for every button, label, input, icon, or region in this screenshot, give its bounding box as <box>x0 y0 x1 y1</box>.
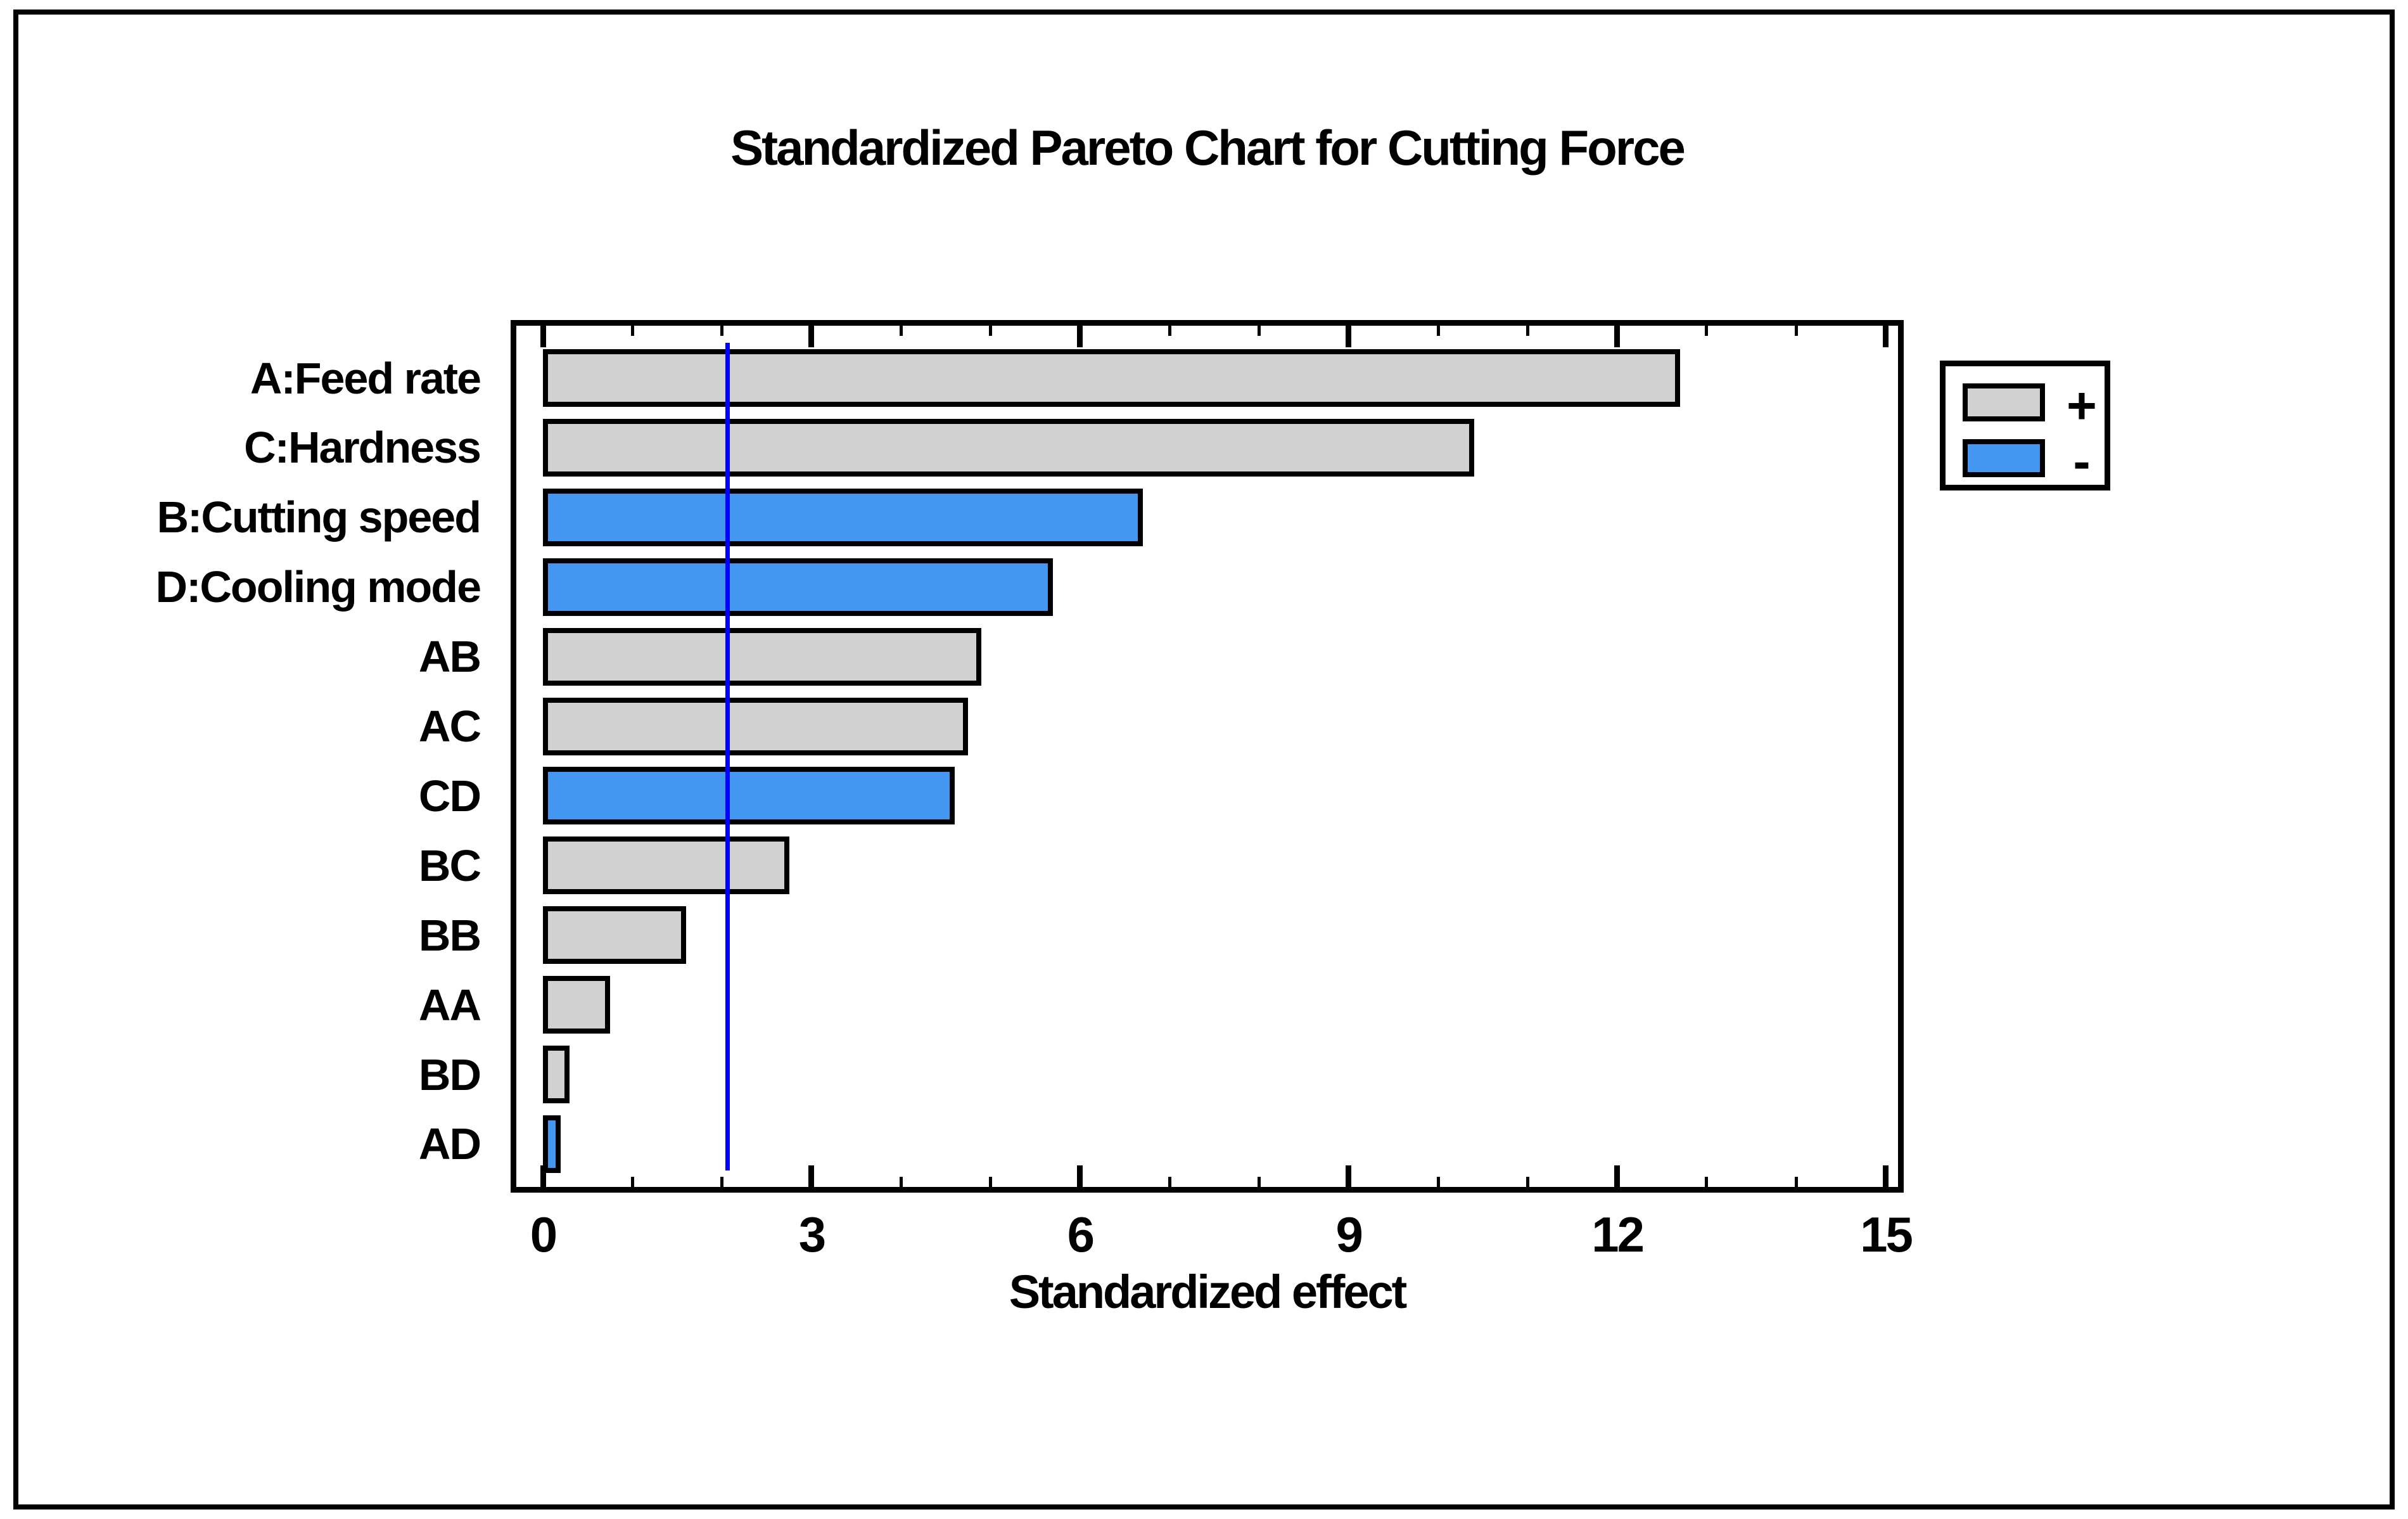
x-tick-top-15 <box>1883 326 1889 347</box>
x-tick-top-8 <box>1257 326 1261 336</box>
category-label-d-cooling-mode: D:Cooling mode <box>155 562 481 612</box>
category-label-b-cutting-speed: B:Cutting speed <box>156 492 481 542</box>
bar-bc <box>543 836 789 895</box>
category-label-c-hardness: C:Hardness <box>244 423 481 473</box>
x-tick-top-5 <box>989 326 992 336</box>
bar-c-hardness <box>543 418 1474 477</box>
x-tick-bottom-15 <box>1883 1165 1889 1187</box>
x-tick-top-14 <box>1794 326 1798 336</box>
x-tick-top-0 <box>540 326 546 347</box>
category-label-bb: BB <box>418 910 481 960</box>
x-tick-top-10 <box>1436 326 1440 336</box>
x-tick-bottom-6 <box>1077 1165 1083 1187</box>
x-tick-label-3: 3 <box>798 1207 826 1262</box>
x-tick-top-12 <box>1614 326 1621 347</box>
bar-aa <box>543 976 610 1034</box>
chart-title: Standardized Pareto Chart for Cutting Fo… <box>730 120 1686 176</box>
bar-bb <box>543 906 687 965</box>
plot-area <box>511 320 1904 1193</box>
bar-cd <box>543 767 955 825</box>
reference-line <box>725 343 730 1170</box>
x-tick-bottom-8 <box>1257 1177 1261 1187</box>
category-label-a-feed-rate: A:Feed rate <box>250 353 481 403</box>
x-tick-bottom-11 <box>1526 1177 1529 1187</box>
category-label-cd: CD <box>418 771 481 821</box>
bar-b-cutting-speed <box>543 488 1143 546</box>
x-tick-top-7 <box>1168 326 1171 336</box>
x-tick-bottom-9 <box>1346 1165 1352 1187</box>
x-tick-bottom-10 <box>1436 1177 1440 1187</box>
x-tick-top-2 <box>720 326 724 336</box>
x-tick-top-11 <box>1526 326 1529 336</box>
bar-d-cooling-mode <box>543 558 1054 616</box>
x-axis-title: Standardized effect <box>1009 1266 1408 1318</box>
category-label-ac: AC <box>418 702 481 751</box>
x-tick-bottom-14 <box>1794 1177 1798 1187</box>
legend-label-positive: + <box>2067 377 2097 435</box>
bar-ab <box>543 627 982 686</box>
x-tick-label-15: 15 <box>1860 1207 1913 1262</box>
x-tick-top-13 <box>1705 326 1709 336</box>
x-tick-top-6 <box>1077 326 1083 347</box>
x-tick-bottom-7 <box>1168 1177 1171 1187</box>
x-tick-label-9: 9 <box>1335 1207 1363 1262</box>
x-tick-bottom-4 <box>899 1177 903 1187</box>
x-tick-bottom-0 <box>540 1165 546 1187</box>
bar-ad <box>543 1115 561 1173</box>
legend-label-negative: - <box>2073 433 2091 490</box>
bar-ac <box>543 697 969 755</box>
category-label-ab: AB <box>418 632 481 682</box>
x-tick-label-6: 6 <box>1067 1207 1095 1262</box>
x-tick-bottom-3 <box>808 1165 815 1187</box>
category-label-bc: BC <box>418 840 481 890</box>
x-tick-label-12: 12 <box>1591 1207 1645 1262</box>
x-tick-top-1 <box>630 326 634 336</box>
category-label-ad: AD <box>418 1119 481 1169</box>
x-tick-top-9 <box>1346 326 1352 347</box>
bar-bd <box>543 1046 570 1103</box>
bar-a-feed-rate <box>543 349 1680 407</box>
x-tick-bottom-13 <box>1705 1177 1709 1187</box>
legend-swatch-negative <box>1963 439 2045 477</box>
outer-frame <box>13 10 2395 1509</box>
legend: + - <box>1940 361 2110 490</box>
x-tick-label-0: 0 <box>530 1207 557 1262</box>
x-tick-top-3 <box>808 326 815 347</box>
x-tick-bottom-2 <box>720 1177 724 1187</box>
x-tick-bottom-5 <box>989 1177 992 1187</box>
category-label-aa: AA <box>418 980 481 1030</box>
x-tick-bottom-12 <box>1614 1165 1621 1187</box>
category-label-bd: BD <box>418 1049 481 1099</box>
legend-swatch-positive <box>1963 383 2045 421</box>
x-tick-top-4 <box>899 326 903 336</box>
x-tick-bottom-1 <box>630 1177 634 1187</box>
